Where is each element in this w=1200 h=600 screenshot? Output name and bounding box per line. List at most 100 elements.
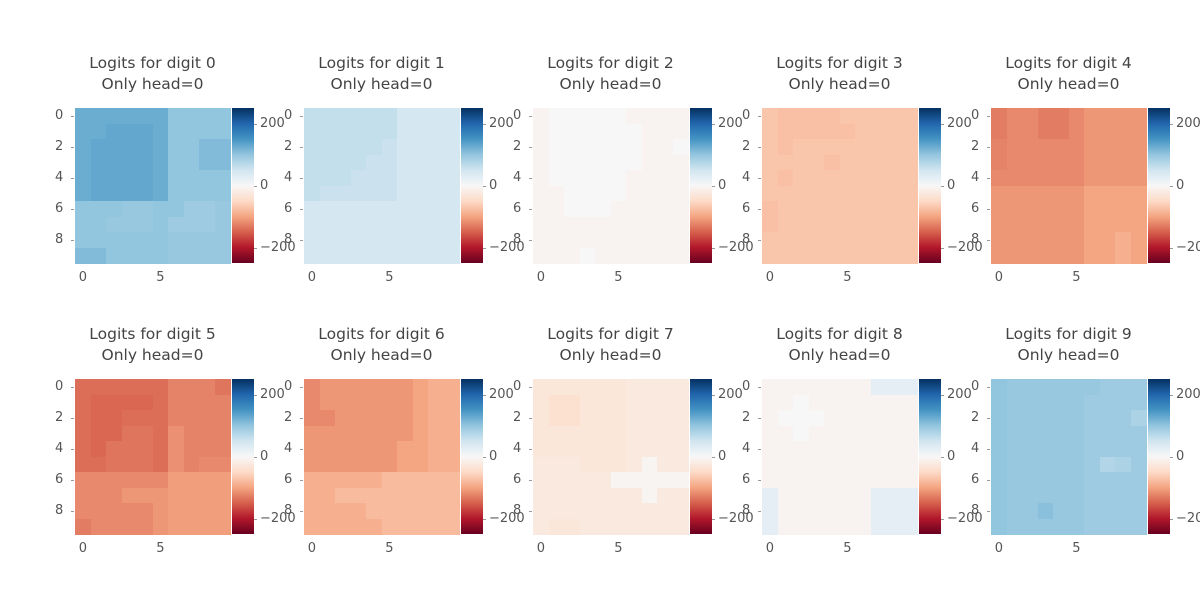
heatmap-cell xyxy=(199,154,216,171)
heatmap-cell xyxy=(824,410,841,427)
heatmap-cell xyxy=(595,456,612,473)
heatmap-cell xyxy=(412,518,429,535)
heatmap-cell xyxy=(579,185,596,202)
heatmap-cell xyxy=(901,216,918,233)
heatmap-cell xyxy=(121,185,138,202)
heatmap-cell xyxy=(1084,518,1101,535)
heatmap-cell xyxy=(657,170,674,187)
heatmap-cell xyxy=(350,410,367,427)
heatmap-cell xyxy=(610,154,627,171)
heatmap-cell xyxy=(1099,216,1116,233)
heatmap-cell xyxy=(1006,394,1023,411)
colorbar-tick-label: 200 xyxy=(489,386,514,402)
colorbar-tick-mark xyxy=(712,123,715,125)
colorbar-tick-mark xyxy=(941,394,944,396)
heatmap xyxy=(991,108,1147,264)
heatmap-cell xyxy=(901,394,918,411)
heatmap-cell xyxy=(870,232,887,249)
heatmap-cell xyxy=(381,154,398,171)
heatmap-cell xyxy=(579,123,596,140)
heatmap-cell xyxy=(1068,456,1085,473)
y-tick-label: 8 xyxy=(55,502,64,518)
heatmap-cell xyxy=(1037,247,1054,264)
heatmap-cell xyxy=(106,441,123,458)
colorbar-tick-label: 200 xyxy=(947,115,972,131)
heatmap-cell xyxy=(1053,139,1070,156)
heatmap-cell xyxy=(855,425,872,442)
heatmap-cell xyxy=(381,247,398,264)
heatmap-cell xyxy=(901,201,918,218)
heatmap-cell xyxy=(199,518,216,535)
heatmap-cell xyxy=(855,232,872,249)
heatmap-cell xyxy=(90,185,107,202)
heatmap-cell xyxy=(304,123,321,140)
heatmap-cell xyxy=(106,456,123,473)
heatmap-cell xyxy=(137,139,154,156)
heatmap-cell xyxy=(579,425,596,442)
heatmap-cell xyxy=(1084,185,1101,202)
heatmap-cell xyxy=(350,456,367,473)
heatmap-cell xyxy=(901,441,918,458)
colorbar-tick-mark xyxy=(941,518,944,520)
heatmap-cell xyxy=(595,247,612,264)
heatmap-cell xyxy=(839,394,856,411)
heatmap-cell xyxy=(443,425,460,442)
heatmap-cell xyxy=(533,518,550,535)
heatmap-cell xyxy=(610,441,627,458)
y-tick-label: 0 xyxy=(55,107,64,123)
heatmap-cell xyxy=(106,232,123,249)
heatmap-cell xyxy=(152,472,169,489)
heatmap-cell xyxy=(991,456,1008,473)
y-tick-mark xyxy=(71,510,74,512)
y-tick-label: 2 xyxy=(284,409,293,425)
y-tick-label: 2 xyxy=(513,138,522,154)
heatmap-cell xyxy=(808,487,825,504)
heatmap-cell xyxy=(137,518,154,535)
heatmap-cell xyxy=(548,185,565,202)
heatmap-cell xyxy=(672,185,689,202)
heatmap-cell xyxy=(533,123,550,140)
heatmap-cell xyxy=(335,518,352,535)
y-tick-label: 8 xyxy=(742,231,751,247)
heatmap-cell xyxy=(533,154,550,171)
heatmap-cell xyxy=(199,410,216,427)
heatmap-cell xyxy=(152,216,169,233)
heatmap-cell xyxy=(168,170,185,187)
heatmap-cell xyxy=(168,154,185,171)
heatmap-cell xyxy=(839,503,856,520)
heatmap xyxy=(304,108,460,264)
heatmap-cell xyxy=(335,154,352,171)
colorbar-tick-label: 0 xyxy=(1176,177,1185,193)
heatmap-cell xyxy=(762,394,779,411)
heatmap-cell xyxy=(443,108,460,125)
heatmap-cell xyxy=(595,139,612,156)
heatmap-cell xyxy=(199,108,216,125)
heatmap-cell xyxy=(793,410,810,427)
heatmap-cell xyxy=(381,472,398,489)
heatmap-cell xyxy=(106,410,123,427)
heatmap-cell xyxy=(1006,441,1023,458)
heatmap-cell xyxy=(183,108,200,125)
heatmap-cell xyxy=(672,232,689,249)
heatmap-cell xyxy=(641,456,658,473)
heatmap-cell xyxy=(428,185,445,202)
heatmap-cell xyxy=(991,518,1008,535)
heatmap-cell xyxy=(1022,139,1039,156)
heatmap-cell xyxy=(672,201,689,218)
heatmap-cell xyxy=(106,139,123,156)
heatmap-cell xyxy=(901,108,918,125)
heatmap-cell xyxy=(855,185,872,202)
colorbar-tick-label: 200 xyxy=(718,115,743,131)
heatmap-cell xyxy=(381,456,398,473)
heatmap-cell xyxy=(824,201,841,218)
heatmap-cell xyxy=(428,410,445,427)
x-tick-label: 5 xyxy=(156,541,165,556)
heatmap-cell xyxy=(855,201,872,218)
y-tick-mark xyxy=(529,448,532,450)
heatmap-cell xyxy=(1022,394,1039,411)
panel-subtitle: Only head=0 xyxy=(788,346,891,364)
heatmap-cell xyxy=(412,247,429,264)
heatmap-cell xyxy=(183,232,200,249)
colorbar xyxy=(461,108,483,263)
heatmap-cell xyxy=(1037,170,1054,187)
